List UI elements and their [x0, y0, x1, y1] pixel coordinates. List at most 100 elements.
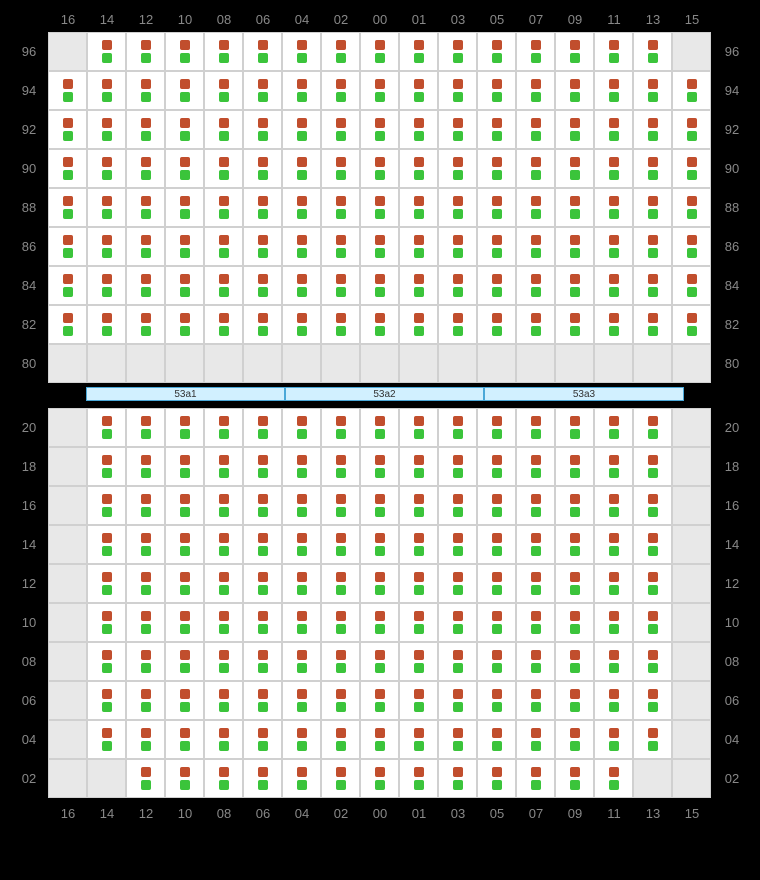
seat-cell[interactable] [516, 305, 555, 344]
seat-cell[interactable] [282, 71, 321, 110]
seat-cell[interactable] [165, 149, 204, 188]
seat-cell[interactable] [204, 188, 243, 227]
seat-cell[interactable] [555, 759, 594, 798]
seat-cell[interactable] [204, 149, 243, 188]
seat-cell[interactable] [555, 447, 594, 486]
seat-cell[interactable] [516, 447, 555, 486]
seat-cell[interactable] [594, 564, 633, 603]
seat-cell[interactable] [360, 564, 399, 603]
seat-cell[interactable] [399, 564, 438, 603]
seat-cell[interactable] [48, 71, 87, 110]
seat-cell[interactable] [399, 408, 438, 447]
seat-cell[interactable] [399, 720, 438, 759]
seat-cell[interactable] [204, 759, 243, 798]
seat-cell[interactable] [555, 71, 594, 110]
seat-cell[interactable] [126, 642, 165, 681]
seat-cell[interactable] [594, 486, 633, 525]
seat-cell[interactable] [360, 227, 399, 266]
seat-cell[interactable] [672, 305, 711, 344]
seat-cell[interactable] [87, 681, 126, 720]
seat-cell[interactable] [204, 32, 243, 71]
seat-cell[interactable] [204, 227, 243, 266]
seat-cell[interactable] [321, 266, 360, 305]
seat-cell[interactable] [477, 305, 516, 344]
seat-cell[interactable] [399, 525, 438, 564]
seat-cell[interactable] [165, 447, 204, 486]
seat-cell[interactable] [516, 149, 555, 188]
seat-cell[interactable] [282, 266, 321, 305]
seat-cell[interactable] [360, 71, 399, 110]
seat-cell[interactable] [633, 305, 672, 344]
seat-cell[interactable] [321, 188, 360, 227]
seat-cell[interactable] [438, 32, 477, 71]
seat-cell[interactable] [204, 681, 243, 720]
seat-cell[interactable] [594, 681, 633, 720]
seat-cell[interactable] [243, 525, 282, 564]
seat-cell[interactable] [126, 305, 165, 344]
seat-cell[interactable] [282, 32, 321, 71]
seat-cell[interactable] [633, 603, 672, 642]
seat-cell[interactable] [477, 603, 516, 642]
seat-cell[interactable] [477, 110, 516, 149]
seat-cell[interactable] [594, 447, 633, 486]
seat-cell[interactable] [477, 227, 516, 266]
seat-cell[interactable] [87, 447, 126, 486]
seat-cell[interactable] [282, 603, 321, 642]
seat-cell[interactable] [48, 110, 87, 149]
seat-cell[interactable] [672, 71, 711, 110]
seat-cell[interactable] [165, 720, 204, 759]
seat-cell[interactable] [165, 564, 204, 603]
seat-cell[interactable] [282, 447, 321, 486]
seat-cell[interactable] [87, 603, 126, 642]
seat-cell[interactable] [126, 266, 165, 305]
seat-cell[interactable] [438, 188, 477, 227]
seat-cell[interactable] [321, 603, 360, 642]
seat-cell[interactable] [243, 188, 282, 227]
seat-cell[interactable] [126, 71, 165, 110]
seat-cell[interactable] [399, 188, 438, 227]
seat-cell[interactable] [516, 759, 555, 798]
seat-cell[interactable] [243, 564, 282, 603]
seat-cell[interactable] [204, 305, 243, 344]
seat-cell[interactable] [243, 603, 282, 642]
seat-cell[interactable] [87, 720, 126, 759]
seat-cell[interactable] [165, 759, 204, 798]
seat-cell[interactable] [633, 71, 672, 110]
seat-cell[interactable] [204, 525, 243, 564]
seat-cell[interactable] [399, 32, 438, 71]
seat-cell[interactable] [633, 408, 672, 447]
seat-cell[interactable] [399, 642, 438, 681]
seat-cell[interactable] [477, 71, 516, 110]
seat-cell[interactable] [165, 525, 204, 564]
seat-cell[interactable] [399, 266, 438, 305]
seat-cell[interactable] [204, 71, 243, 110]
seat-cell[interactable] [126, 603, 165, 642]
seat-cell[interactable] [672, 149, 711, 188]
seat-cell[interactable] [87, 525, 126, 564]
seat-cell[interactable] [48, 266, 87, 305]
seat-cell[interactable] [87, 305, 126, 344]
seat-cell[interactable] [360, 720, 399, 759]
seat-cell[interactable] [555, 266, 594, 305]
seat-cell[interactable] [516, 603, 555, 642]
seat-cell[interactable] [282, 564, 321, 603]
seat-cell[interactable] [204, 447, 243, 486]
seat-cell[interactable] [243, 408, 282, 447]
seat-cell[interactable] [594, 603, 633, 642]
seat-cell[interactable] [399, 227, 438, 266]
seat-cell[interactable] [321, 408, 360, 447]
seat-cell[interactable] [399, 681, 438, 720]
seat-cell[interactable] [165, 188, 204, 227]
seat-cell[interactable] [633, 681, 672, 720]
seat-cell[interactable] [243, 71, 282, 110]
seat-cell[interactable] [516, 681, 555, 720]
seat-cell[interactable] [477, 32, 516, 71]
seat-cell[interactable] [126, 486, 165, 525]
seat-cell[interactable] [321, 447, 360, 486]
seat-cell[interactable] [165, 681, 204, 720]
seat-cell[interactable] [438, 564, 477, 603]
seat-cell[interactable] [594, 266, 633, 305]
seat-cell[interactable] [633, 720, 672, 759]
seat-cell[interactable] [594, 759, 633, 798]
seat-cell[interactable] [477, 486, 516, 525]
